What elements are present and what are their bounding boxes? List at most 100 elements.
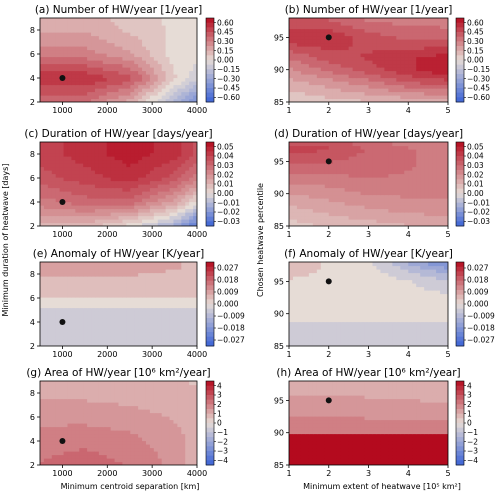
heatmap-cell	[55, 311, 61, 316]
heatmap-cell	[392, 21, 397, 26]
heatmap-cell	[356, 84, 362, 89]
heatmap-cell	[91, 198, 96, 203]
heatmap-cell	[40, 35, 45, 40]
heatmap-cell	[173, 84, 178, 89]
heatmap-cell	[59, 163, 65, 168]
heatmap-cell	[138, 84, 143, 89]
heatmap-cell	[308, 170, 314, 175]
heatmap-cell	[87, 35, 92, 40]
heatmap-cell	[145, 166, 151, 171]
heatmap-cell	[138, 265, 143, 270]
heatmap-cell	[356, 32, 362, 37]
heatmap-cell	[360, 142, 366, 147]
heatmap-cell	[106, 145, 112, 150]
heatmap-cell	[63, 222, 69, 226]
heatmap-cell	[63, 314, 69, 319]
heatmap-cell	[308, 53, 314, 58]
heatmap-cell	[67, 279, 72, 284]
colorbar-tick-label: −0.30	[217, 74, 240, 83]
heatmap-cell	[436, 145, 441, 150]
heatmap-cell	[360, 219, 366, 224]
heatmap-cell	[43, 63, 49, 68]
heatmap-cell	[40, 272, 45, 277]
heatmap-cell	[71, 335, 76, 340]
heatmap-cell	[138, 318, 143, 323]
heatmap-cell	[98, 18, 104, 23]
heatmap-cell	[356, 145, 362, 150]
heatmap-cell	[304, 60, 310, 65]
heatmap-cell	[91, 70, 96, 75]
heatmap-cell	[79, 332, 84, 337]
heatmap-cell	[348, 208, 354, 213]
heatmap-cell	[91, 159, 96, 164]
heatmap-cell	[63, 39, 69, 44]
heatmap-cell	[380, 215, 386, 220]
heatmap-cell	[83, 194, 88, 199]
heatmap-cell	[316, 32, 322, 37]
heatmap-cell	[344, 194, 350, 199]
heatmap-cell	[304, 222, 310, 226]
heatmap-cell	[416, 152, 421, 157]
heatmap-cell	[153, 32, 159, 37]
heatmap-cell	[300, 77, 306, 82]
heatmap-cell	[157, 279, 163, 284]
heatmap-cell	[71, 187, 76, 192]
heatmap-cell	[98, 215, 104, 220]
heatmap-cell	[189, 279, 194, 284]
heatmap-cell	[165, 18, 171, 23]
heatmap-cell	[110, 208, 116, 213]
heatmap-cell	[75, 46, 80, 51]
heatmap-cell	[360, 56, 366, 61]
heatmap-cell	[392, 149, 397, 154]
heatmap-cell	[380, 170, 386, 175]
heatmap-cell	[83, 49, 88, 54]
heatmap-cell	[122, 166, 127, 171]
heatmap-cell	[193, 342, 197, 346]
heatmap-cell	[126, 328, 131, 333]
heatmap-cell	[312, 67, 318, 72]
heatmap-cell	[336, 194, 342, 199]
heatmap-cell	[440, 180, 445, 185]
heatmap-cell	[71, 145, 76, 150]
heatmap-cell	[43, 170, 49, 175]
heatmap-cell	[296, 25, 302, 30]
heatmap-cell	[106, 222, 112, 226]
heatmap-cell	[157, 283, 163, 288]
heatmap-cell	[300, 60, 306, 65]
heatmap-cell	[320, 60, 326, 65]
heatmap-cell	[169, 318, 175, 323]
heatmap-cell	[134, 18, 139, 23]
heatmap-cell	[47, 279, 53, 284]
heatmap-cell	[416, 21, 421, 26]
heatmap-cell	[169, 311, 175, 316]
heatmap-cell	[67, 198, 72, 203]
heatmap-cell	[145, 145, 151, 150]
heatmap-cell	[79, 81, 84, 86]
heatmap-cell	[412, 46, 417, 51]
heatmap-cell	[71, 215, 76, 220]
heatmap-cell	[40, 95, 45, 100]
heatmap-cell	[106, 63, 112, 68]
heatmap-cell	[420, 28, 425, 33]
heatmap-cell	[71, 46, 76, 51]
heatmap-cell	[388, 191, 393, 196]
heatmap-cell	[388, 21, 393, 26]
heatmap-cell	[153, 56, 159, 61]
heatmap-cell	[134, 152, 139, 157]
heatmap-cell	[161, 49, 167, 54]
heatmap-cell	[404, 25, 409, 30]
heatmap-cell	[356, 53, 362, 58]
heatmap-cell	[122, 88, 127, 93]
heatmap-cell	[432, 191, 437, 196]
heatmap-cell	[98, 279, 104, 284]
heatmap-cell	[75, 265, 80, 270]
heatmap-cell	[328, 25, 334, 30]
heatmap-cell	[91, 149, 96, 154]
heatmap-cell	[360, 91, 366, 96]
heatmap-cell	[388, 208, 393, 213]
heatmap-cell	[185, 152, 190, 157]
heatmap-cell	[408, 67, 413, 72]
heatmap-cell	[40, 74, 45, 79]
heatmap-cell	[98, 21, 104, 26]
heatmap-cell	[372, 177, 378, 182]
